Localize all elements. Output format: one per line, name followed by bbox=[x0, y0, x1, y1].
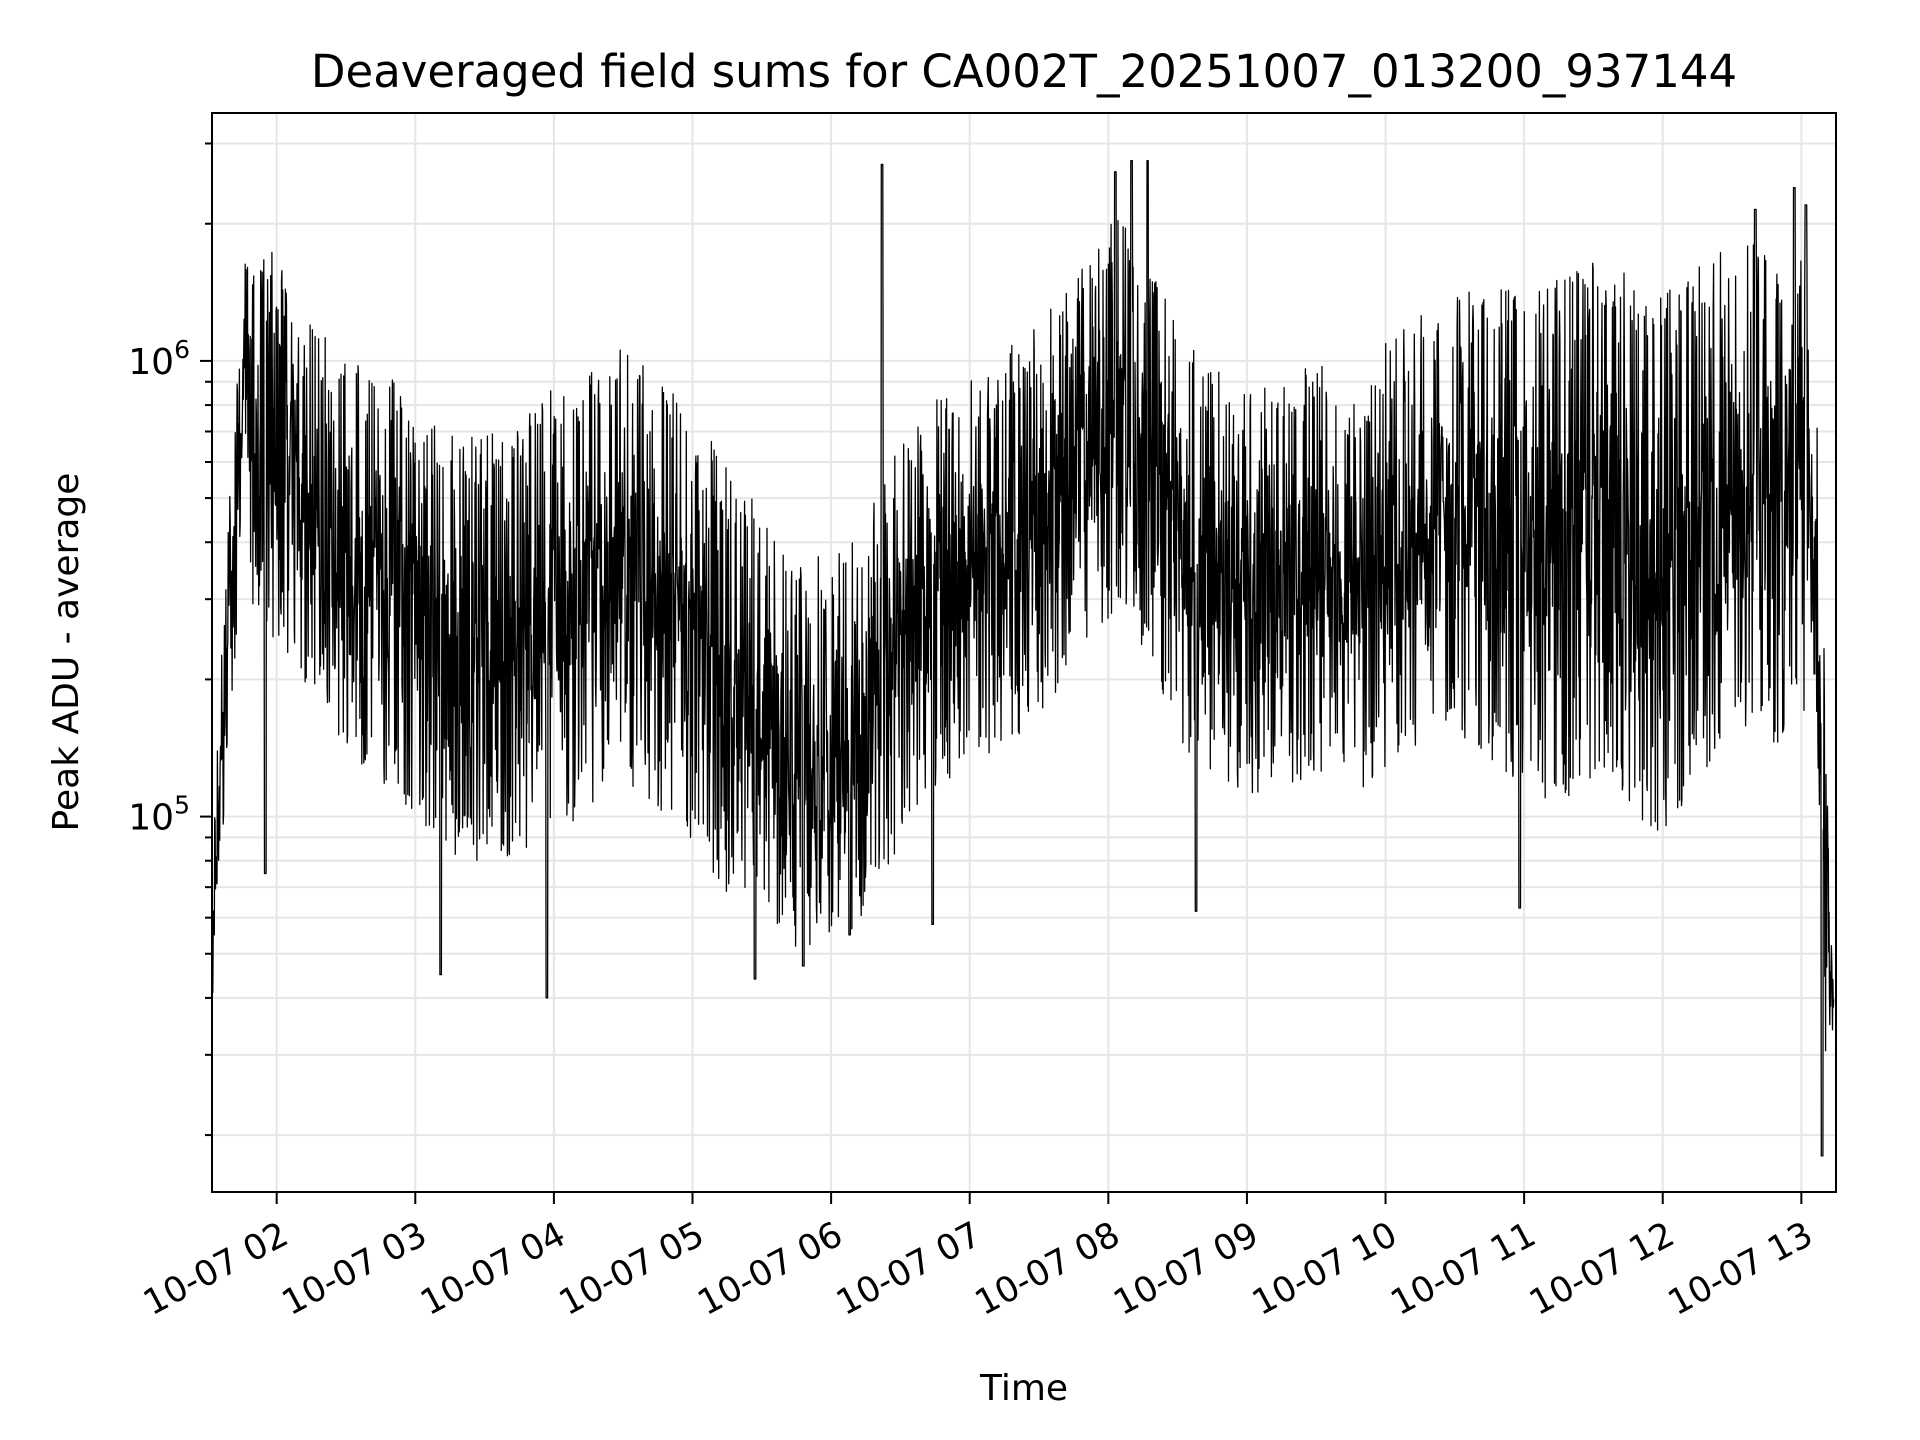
y-axis-label: Peak ADU - average bbox=[46, 473, 87, 832]
x-axis-label: Time bbox=[979, 1368, 1068, 1409]
chart-title: Deaveraged field sums for CA002T_2025100… bbox=[311, 45, 1737, 98]
